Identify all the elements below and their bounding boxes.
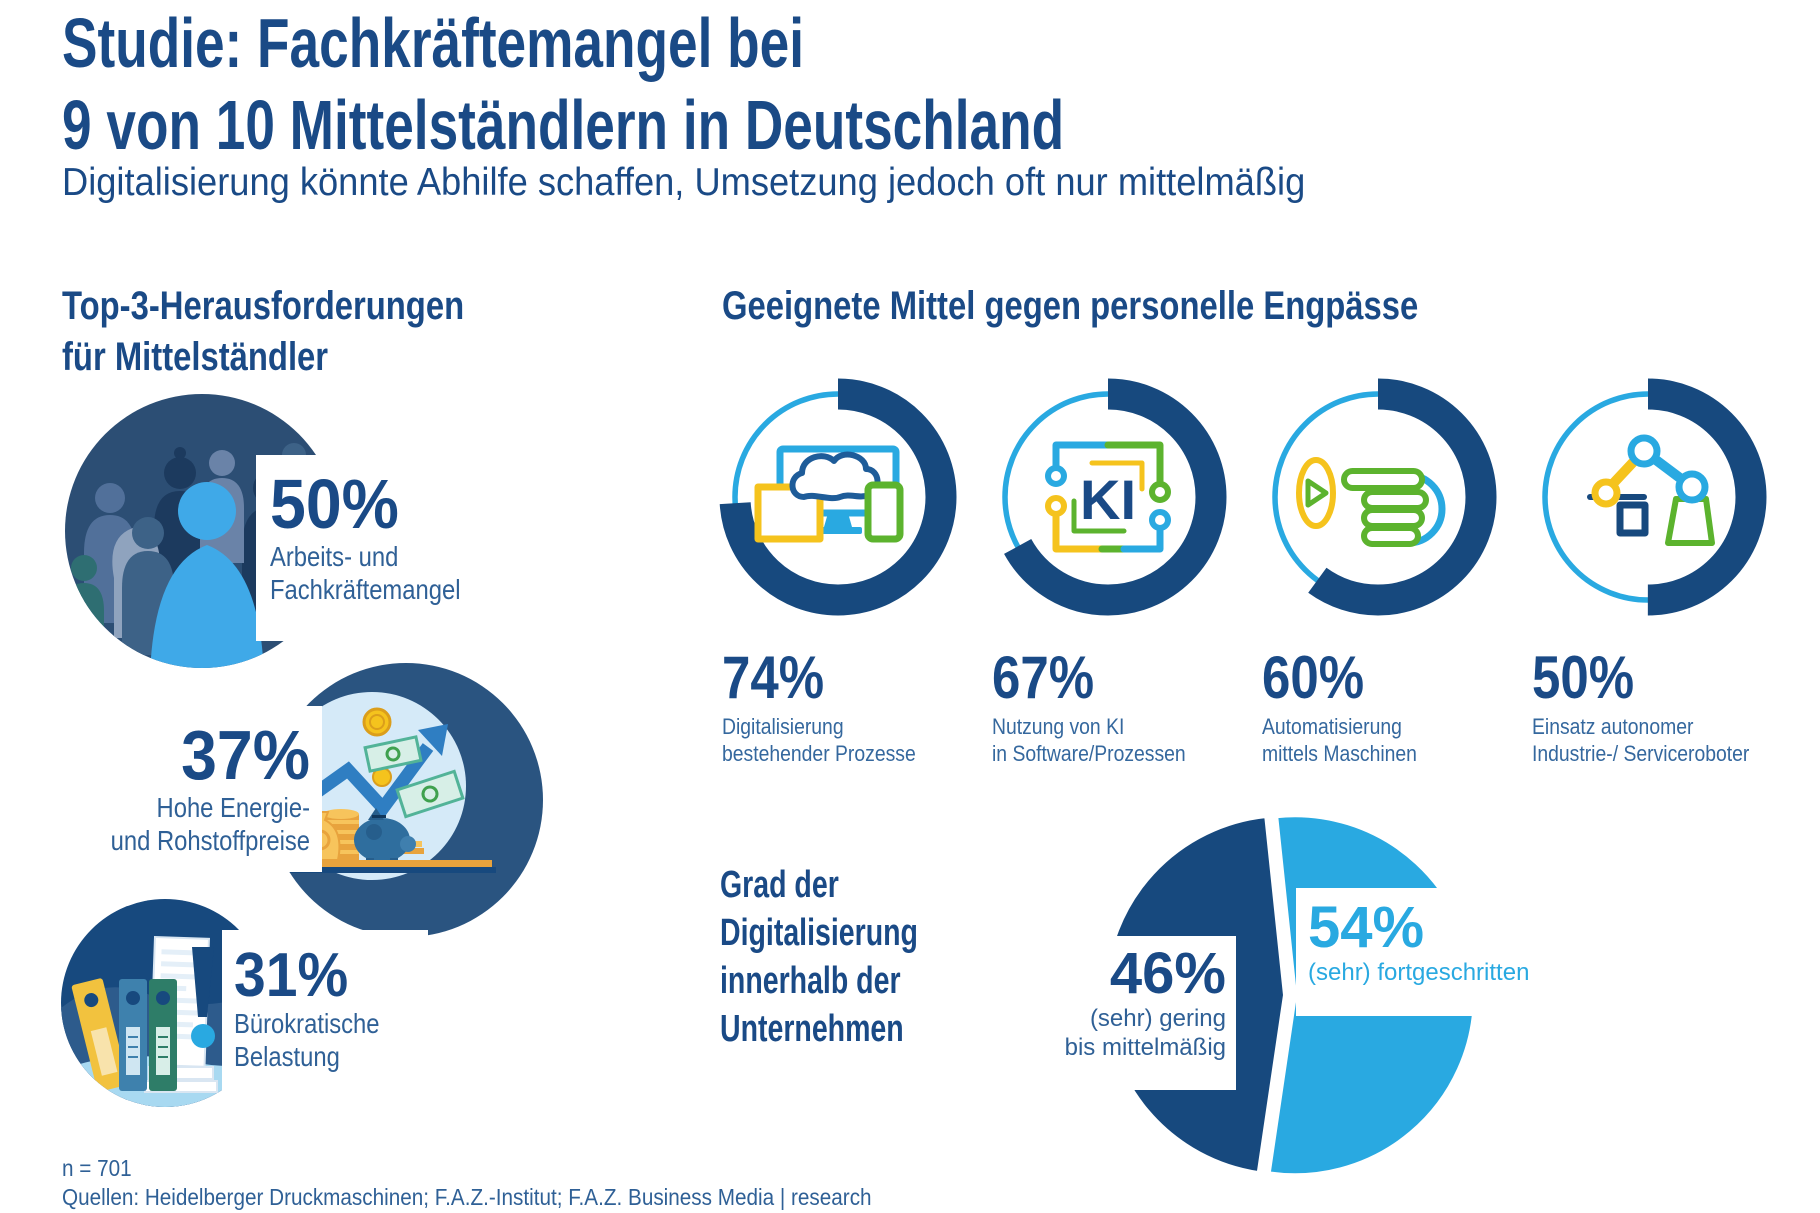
ground-shelf: [286, 860, 492, 868]
challenge-label: Arbeits- und: [270, 541, 399, 573]
donut-digitalisierung: 74% Digitalisierung bestehender Prozesse: [718, 377, 998, 768]
robot-arm-icon: [1587, 434, 1715, 546]
challenge-label: Bürokratische: [234, 1008, 380, 1040]
challenge-label: Fachkräftemangel: [270, 574, 461, 606]
pie-heading-line-1: Grad der: [720, 864, 839, 906]
donut-chart: [1259, 378, 1497, 616]
challenge-label: und Rohstoffpreise: [110, 825, 310, 857]
page-title: Studie: Fachkräftemangel bei 9 von 10 Mi…: [62, 8, 1381, 160]
rising-cost-arrow: [299, 724, 448, 819]
donut-label: in Software/Prozessen: [992, 740, 1186, 766]
challenge-value: 31%: [234, 941, 349, 1010]
front-person-silhouette: [150, 482, 264, 668]
donut-roboter: 50% Einsatz autonomer Industrie-/ Servic…: [1528, 377, 1808, 768]
pie-section-heading: Grad der Digitalisierung innerhalb der U…: [720, 866, 984, 1048]
pie-label-card-fortgeschritten: 54% (sehr) fortgeschritten: [1296, 888, 1638, 1016]
challenge-card-fachkraeftemangel: 50% Arbeits- und Fachkräftemangel: [256, 455, 506, 641]
ki-circuit-icon: KI: [1045, 441, 1171, 553]
sample-size-note: n = 701: [62, 1155, 132, 1181]
title-line-1: Studie: Fachkräftemangel bei: [62, 4, 805, 82]
pie-value: 54%: [1308, 895, 1425, 960]
donut-automatisierung: 60% Automatisierung mittels Maschinen: [1258, 377, 1538, 768]
donut-label: Industrie-/ Serviceroboter: [1532, 740, 1750, 766]
donut-label: Automatisierung: [1262, 714, 1402, 739]
donut-label: bestehender Prozesse: [722, 740, 916, 766]
donut-ki: KI 67% Nutzung von KI in Software/Prozes…: [988, 377, 1268, 768]
donut-chart: [1529, 378, 1767, 616]
devices-cloud-icon: [754, 445, 904, 543]
donut-chart: [719, 378, 957, 616]
donut-value: 50%: [1532, 644, 1635, 711]
pie-label-card-gering: 46% (sehr) gering bis mittelmäßig: [1020, 936, 1236, 1090]
pie-label: (sehr) fortgeschritten: [1308, 958, 1530, 986]
donut-value: 67%: [992, 644, 1095, 711]
challenge-label: Belastung: [234, 1041, 340, 1073]
donut-label: Nutzung von KI: [992, 714, 1125, 739]
sources-note: Quellen: Heidelberger Druckmaschinen; F.…: [62, 1184, 872, 1210]
left-heading-line-1: Top-3-Herausforderungen: [62, 284, 465, 328]
pie-label: (sehr) gering: [1089, 1004, 1226, 1032]
pie-heading-line-3: innerhalb der: [720, 960, 901, 1002]
pointing-hand-icon: [1296, 457, 1446, 547]
pie-value: 46%: [1109, 941, 1226, 1006]
ki-letters: KI: [1080, 468, 1136, 531]
title-line-2: 9 von 10 Mittelständlern in Deutschland: [62, 86, 1065, 164]
donut-label: Einsatz autonomer: [1532, 714, 1694, 739]
ground-shadow: [282, 867, 496, 873]
challenge-label: Hohe Energie-: [156, 792, 310, 824]
binder-blue: [119, 979, 147, 1091]
subtitle: Digitalisierung könnte Abhilfe schaffen,…: [62, 161, 1306, 204]
pie-heading-line-4: Unternehmen: [720, 1008, 904, 1050]
challenge-value: 50%: [270, 465, 399, 543]
donut-label: mittels Maschinen: [1262, 740, 1417, 766]
challenge-card-buerokratie: 31% Bürokratische Belastung: [222, 930, 428, 1094]
binder-yellow: [71, 978, 129, 1092]
pie-heading-line-2: Digitalisierung: [720, 912, 918, 954]
challenge-card-energiepreise: 37% Hohe Energie- und Rohstoffpreise: [66, 706, 322, 872]
right-section-heading: Geeignete Mittel gegen personelle Engpäs…: [722, 284, 1419, 328]
left-heading-line-2: für Mittelständler: [62, 335, 329, 379]
piggy-bank-icon: [354, 808, 416, 867]
donut-value: 60%: [1262, 644, 1365, 711]
exclamation-mark-icon: [191, 947, 215, 1048]
bureaucracy-binders-illustration: [61, 899, 269, 1107]
pie-label: bis mittelmäßig: [1064, 1033, 1226, 1061]
challenge-value: 37%: [181, 716, 310, 794]
donut-label: Digitalisierung: [722, 714, 844, 739]
left-section-heading: Top-3-Herausforderungen für Mittelständl…: [62, 286, 552, 377]
coin-icon: [362, 707, 392, 787]
donut-chart: KI: [989, 378, 1227, 616]
donut-value: 74%: [722, 644, 825, 711]
binder-teal: [149, 979, 177, 1091]
